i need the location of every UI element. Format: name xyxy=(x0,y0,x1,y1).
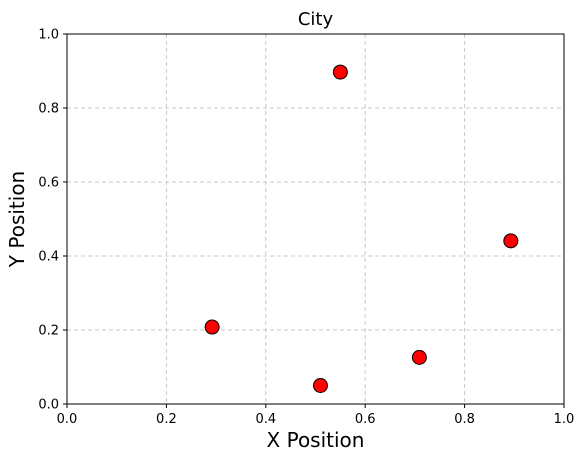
data-point xyxy=(313,379,327,393)
x-tick-label: 0.0 xyxy=(57,412,78,427)
x-tick-label: 0.6 xyxy=(355,412,376,427)
x-tick-label: 1.0 xyxy=(554,412,575,427)
y-tick-label: 1.0 xyxy=(38,28,59,43)
y-axis-title: Y Position xyxy=(5,171,29,268)
y-tick-label: 0.2 xyxy=(38,324,59,339)
data-point xyxy=(504,234,518,248)
data-point xyxy=(333,65,347,79)
y-tick-label: 0.0 xyxy=(38,398,59,413)
x-axis-title: X Position xyxy=(267,428,365,452)
x-tick-label: 0.2 xyxy=(156,412,177,427)
data-point xyxy=(412,350,426,364)
x-tick-label: 0.4 xyxy=(255,412,276,427)
y-tick-label: 0.8 xyxy=(38,102,59,117)
data-point xyxy=(205,320,219,334)
y-tick-label: 0.4 xyxy=(38,250,59,265)
chart-title: City xyxy=(298,9,334,30)
x-tick-label: 0.8 xyxy=(454,412,475,427)
y-tick-label: 0.6 xyxy=(38,176,59,191)
